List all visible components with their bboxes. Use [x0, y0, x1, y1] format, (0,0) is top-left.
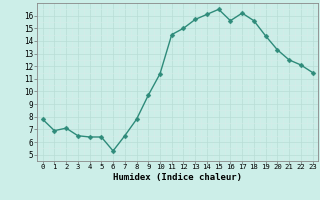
X-axis label: Humidex (Indice chaleur): Humidex (Indice chaleur): [113, 173, 242, 182]
